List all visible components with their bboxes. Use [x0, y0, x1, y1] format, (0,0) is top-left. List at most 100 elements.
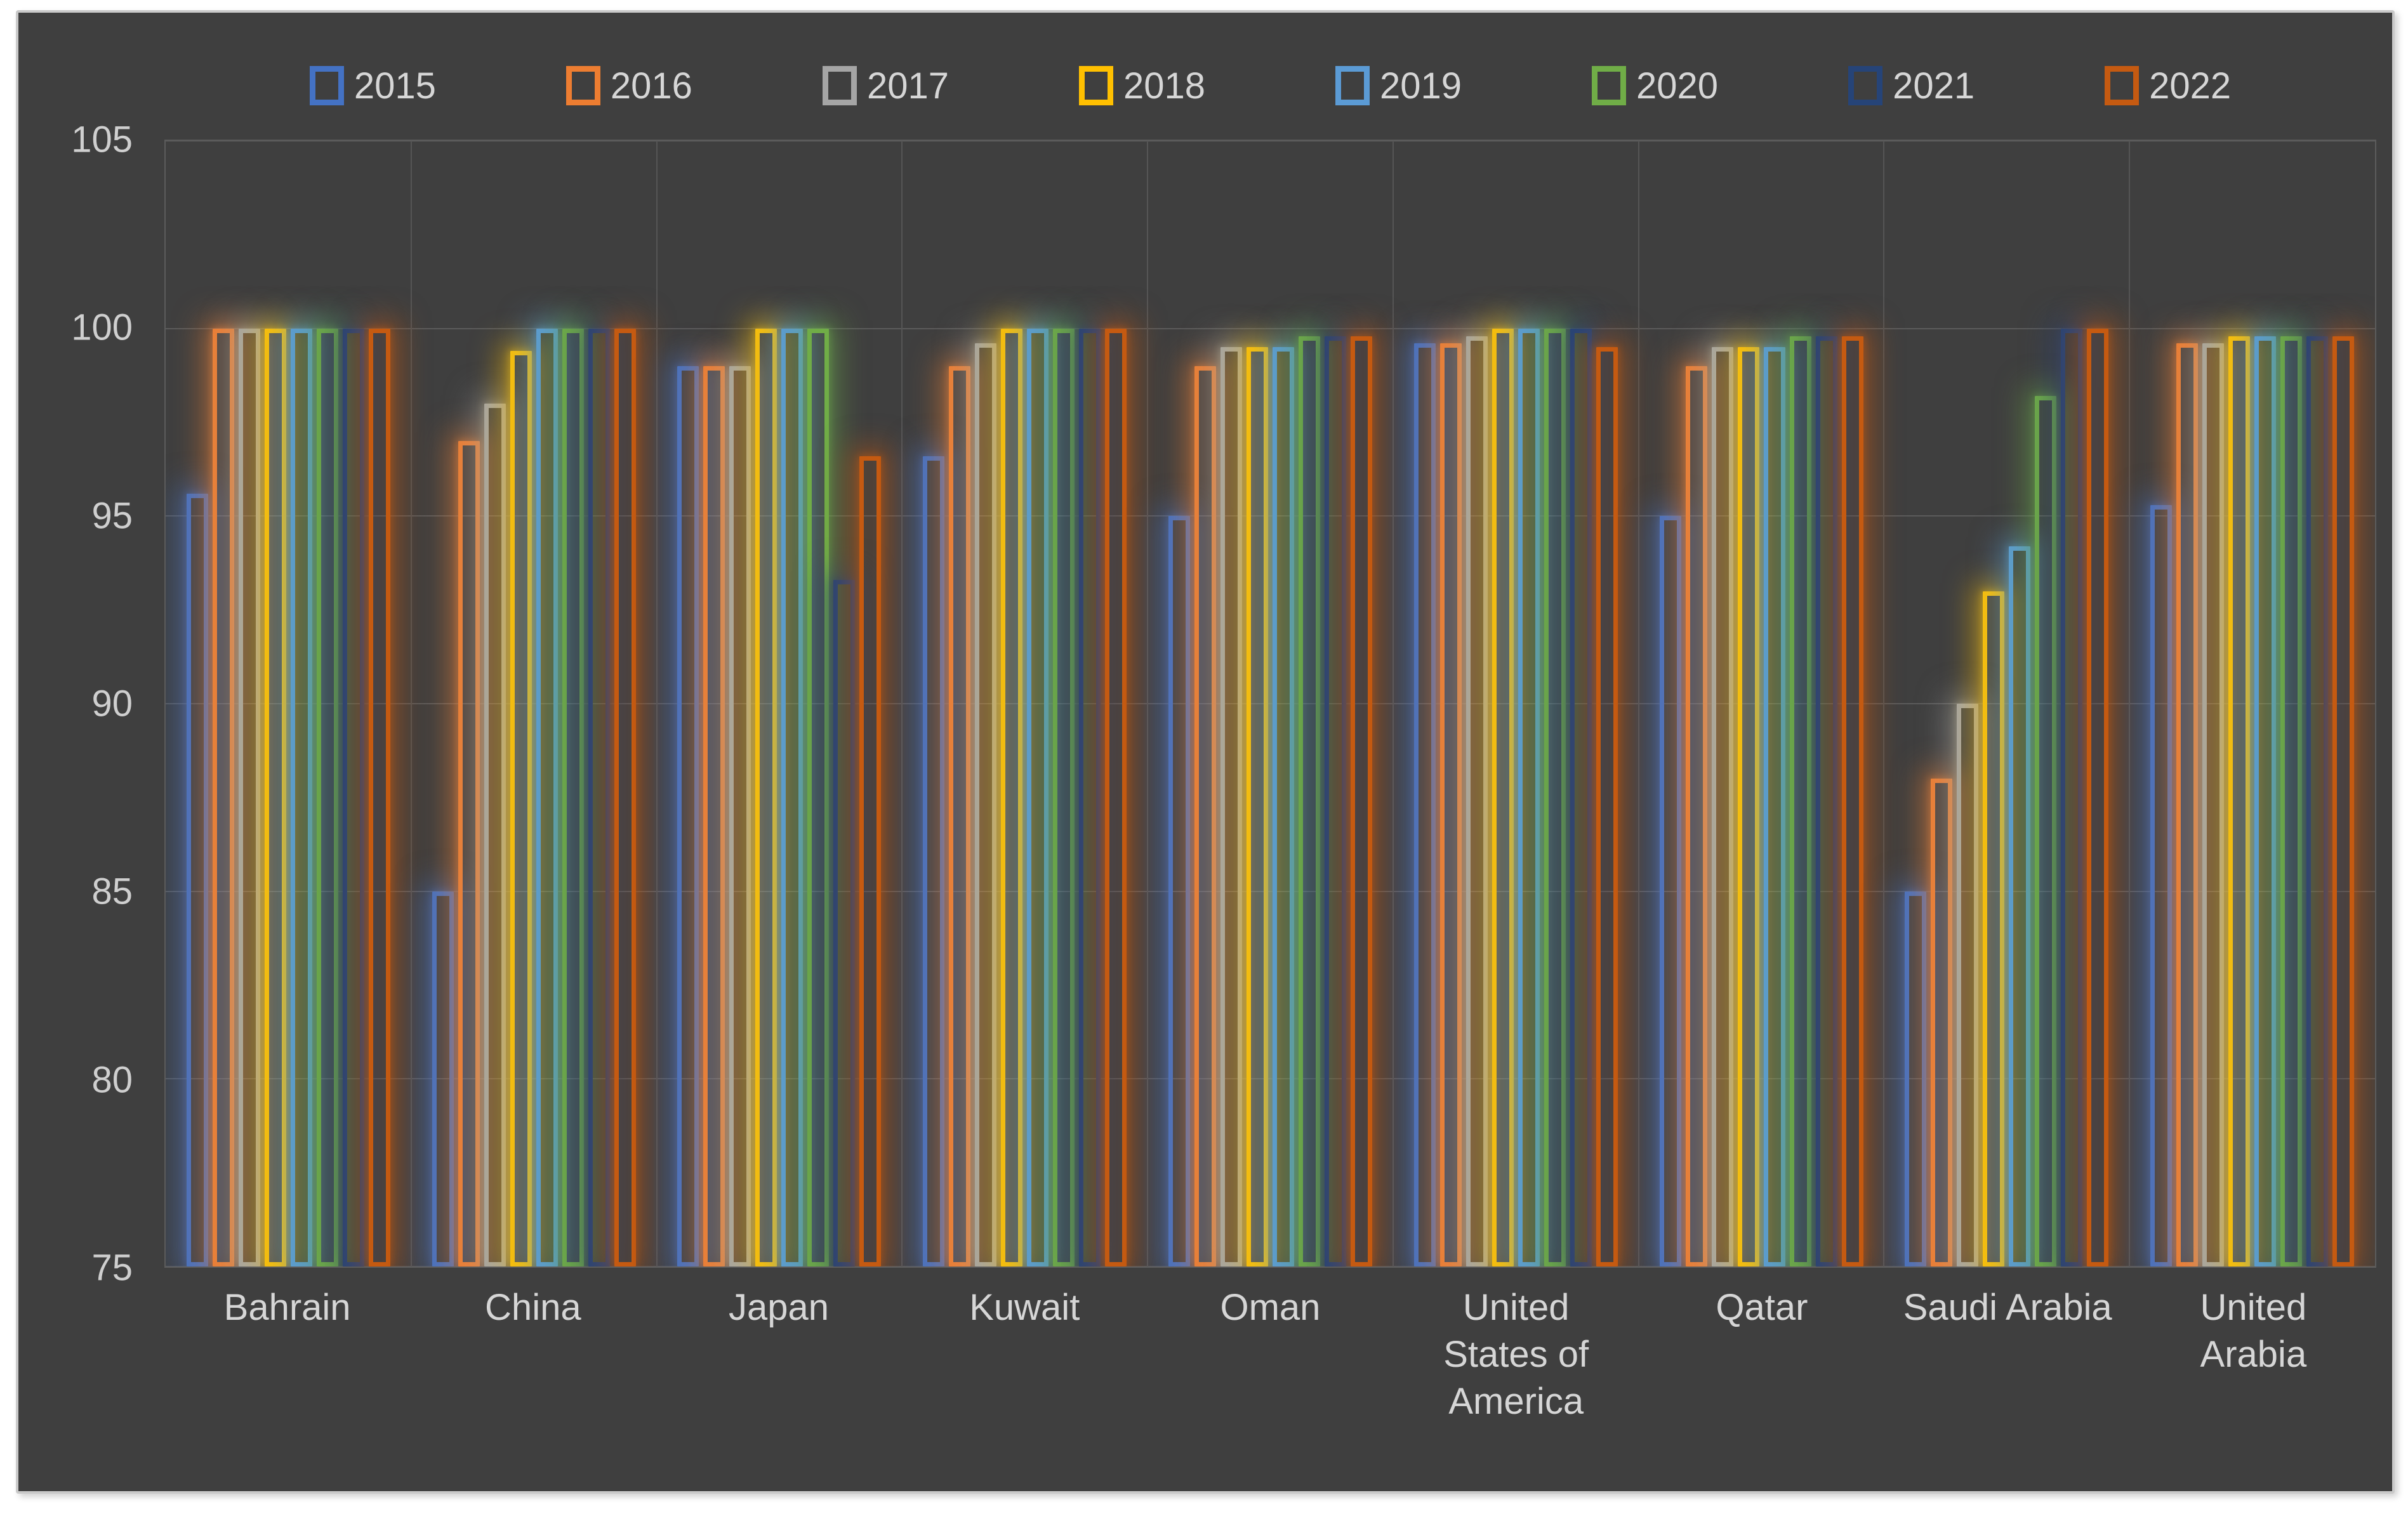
legend-label-2017: 2017 [866, 65, 949, 107]
bar-qatar-2022[interactable] [1841, 336, 1863, 1267]
bar-qatar-2015[interactable] [1659, 516, 1681, 1267]
bar-group-japan [657, 141, 903, 1267]
x-axis-label-oman: Oman [1148, 1284, 1393, 1331]
bar-bahrain-2017[interactable] [238, 328, 260, 1267]
legend-item-2020[interactable]: 2020 [1592, 65, 1718, 107]
bar-saudi-arabia-2017[interactable] [1957, 704, 1979, 1267]
bar-united-arabia-2022[interactable] [2332, 336, 2355, 1267]
legend-item-2022[interactable]: 2022 [2105, 65, 2231, 107]
bar-japan-2016[interactable] [703, 365, 725, 1267]
bar-kuwait-2015[interactable] [923, 456, 945, 1267]
bar-saudi-arabia-2022[interactable] [2087, 328, 2109, 1267]
bar-united-arabia-2018[interactable] [2228, 336, 2251, 1267]
bar-united-arabia-2016[interactable] [2176, 343, 2199, 1267]
x-axis-label-line: United [1462, 1287, 1570, 1328]
bar-kuwait-2021[interactable] [1079, 328, 1101, 1267]
bar-united-states-of-america-2019[interactable] [1518, 328, 1540, 1267]
bar-saudi-arabia-2018[interactable] [1983, 591, 2005, 1267]
bar-japan-2022[interactable] [859, 456, 882, 1267]
y-tick-label-95: 95 [91, 495, 133, 537]
bar-oman-2022[interactable] [1350, 336, 1372, 1267]
bar-saudi-arabia-2016[interactable] [1931, 779, 1953, 1267]
gridline-horizontal-105 [166, 141, 2375, 142]
bar-bahrain-2015[interactable] [186, 493, 208, 1267]
bar-bahrain-2022[interactable] [368, 328, 390, 1267]
bar-saudi-arabia-2015[interactable] [1905, 891, 1927, 1267]
bar-china-2018[interactable] [510, 351, 532, 1267]
bar-china-2021[interactable] [588, 328, 610, 1267]
bar-united-arabia-2019[interactable] [2254, 336, 2277, 1267]
bar-qatar-2017[interactable] [1711, 347, 1733, 1267]
legend-label-2022: 2022 [2149, 65, 2232, 107]
legend-marker-2015-icon [309, 66, 344, 105]
bar-japan-2021[interactable] [833, 579, 856, 1267]
bar-bahrain-2018[interactable] [264, 328, 286, 1267]
x-axis-label-line: America [1448, 1381, 1584, 1422]
bar-qatar-2016[interactable] [1685, 365, 1707, 1267]
bar-kuwait-2017[interactable] [975, 343, 997, 1267]
bar-oman-2016[interactable] [1194, 365, 1216, 1267]
legend-marker-2020-icon [1592, 66, 1627, 105]
bar-kuwait-2019[interactable] [1027, 328, 1049, 1267]
bar-china-2016[interactable] [458, 441, 480, 1267]
bar-kuwait-2022[interactable] [1105, 328, 1127, 1267]
bar-united-arabia-2020[interactable] [2280, 336, 2303, 1267]
legend-item-2015[interactable]: 2015 [309, 65, 436, 107]
bar-oman-2015[interactable] [1168, 516, 1190, 1267]
bar-qatar-2020[interactable] [1789, 336, 1811, 1267]
bar-united-states-of-america-2021[interactable] [1570, 328, 1592, 1267]
bar-japan-2015[interactable] [677, 365, 699, 1267]
bar-united-states-of-america-2020[interactable] [1544, 328, 1566, 1267]
bar-oman-2020[interactable] [1298, 336, 1320, 1267]
bar-japan-2018[interactable] [755, 328, 777, 1267]
bar-oman-2019[interactable] [1272, 347, 1294, 1267]
gridline-vertical-6 [1637, 141, 1639, 1267]
bar-group-united-arabia [2129, 141, 2375, 1267]
legend-item-2019[interactable]: 2019 [1335, 65, 1462, 107]
legend-item-2021[interactable]: 2021 [1848, 65, 1975, 107]
x-axis-label-united-arabia: United Arabia [2131, 1284, 2376, 1378]
gridline-horizontal-75 [166, 1266, 2375, 1267]
legend: 2015 2016 2017 2018 2019 2020 2021 2022 [164, 57, 2376, 114]
bar-bahrain-2021[interactable] [342, 328, 364, 1267]
bar-united-arabia-2017[interactable] [2202, 343, 2225, 1267]
bar-japan-2019[interactable] [781, 328, 804, 1267]
bar-saudi-arabia-2019[interactable] [2009, 546, 2031, 1267]
bar-united-states-of-america-2016[interactable] [1439, 343, 1462, 1267]
bar-china-2020[interactable] [562, 328, 584, 1267]
bar-united-states-of-america-2015[interactable] [1413, 343, 1436, 1267]
bar-bahrain-2016[interactable] [212, 328, 234, 1267]
bar-china-2017[interactable] [484, 403, 506, 1267]
bar-kuwait-2016[interactable] [949, 365, 971, 1267]
bar-bahrain-2020[interactable] [316, 328, 338, 1267]
bar-qatar-2021[interactable] [1815, 336, 1837, 1267]
bar-united-arabia-2015[interactable] [2150, 504, 2173, 1267]
y-tick-label-75: 75 [91, 1247, 133, 1289]
gridline-vertical-5 [1392, 141, 1394, 1267]
bar-kuwait-2018[interactable] [1001, 328, 1023, 1267]
bar-kuwait-2020[interactable] [1053, 328, 1075, 1267]
bar-china-2019[interactable] [536, 328, 558, 1267]
bar-united-arabia-2021[interactable] [2306, 336, 2329, 1267]
bar-qatar-2018[interactable] [1737, 347, 1759, 1267]
bar-united-states-of-america-2017[interactable] [1465, 336, 1488, 1267]
bar-japan-2017[interactable] [729, 365, 751, 1267]
legend-item-2017[interactable]: 2017 [822, 65, 949, 107]
bar-bahrain-2019[interactable] [290, 328, 312, 1267]
legend-item-2016[interactable]: 2016 [566, 65, 692, 107]
gridline-horizontal-95 [166, 515, 2375, 517]
bar-united-states-of-america-2022[interactable] [1596, 347, 1618, 1267]
bar-oman-2017[interactable] [1220, 347, 1242, 1267]
bar-saudi-arabia-2020[interactable] [2035, 396, 2057, 1267]
bar-united-states-of-america-2018[interactable] [1492, 328, 1514, 1267]
y-tick-label-85: 85 [91, 871, 133, 912]
bar-china-2015[interactable] [432, 891, 454, 1267]
legend-label-2020: 2020 [1636, 65, 1719, 107]
bar-qatar-2019[interactable] [1763, 347, 1785, 1267]
bar-oman-2018[interactable] [1246, 347, 1268, 1267]
legend-item-2018[interactable]: 2018 [1078, 65, 1205, 107]
bar-japan-2020[interactable] [807, 328, 830, 1267]
bar-oman-2021[interactable] [1324, 336, 1346, 1267]
bar-china-2022[interactable] [614, 328, 636, 1267]
bar-saudi-arabia-2021[interactable] [2061, 328, 2083, 1267]
